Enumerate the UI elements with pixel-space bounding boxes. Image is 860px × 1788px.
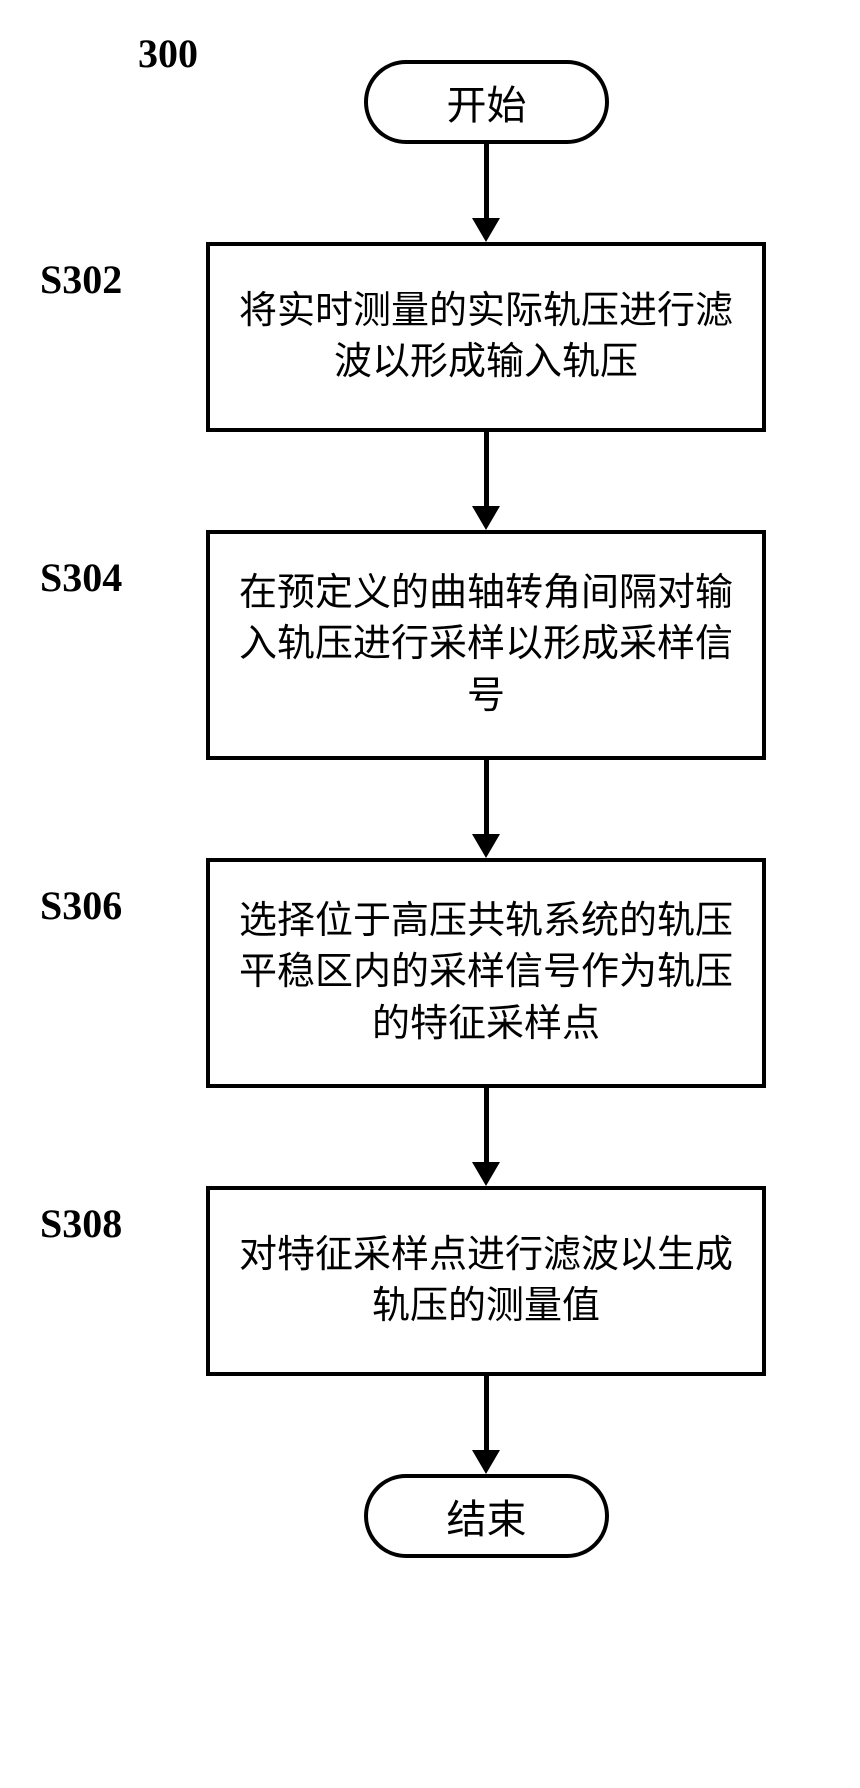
process-s304-text: 在预定义的曲轴转角间隔对输入轨压进行采样以形成采样信号 xyxy=(230,568,742,722)
arrow-head xyxy=(472,1450,500,1474)
arrow-head xyxy=(472,506,500,530)
step-label-s308: S308 xyxy=(40,1200,122,1247)
arrow-line xyxy=(484,760,489,834)
process-s308-text: 对特征采样点进行滤波以生成轨压的测量值 xyxy=(230,1230,742,1333)
terminator-end: 结束 xyxy=(364,1474,609,1558)
process-s302: 将实时测量的实际轨压进行滤波以形成输入轨压 xyxy=(206,242,766,432)
arrow-line xyxy=(484,432,489,506)
arrow-line xyxy=(484,144,489,218)
step-label-s306: S306 xyxy=(40,882,122,929)
process-s306-text: 选择位于高压共轨系统的轨压平稳区内的采样信号作为轨压的特征采样点 xyxy=(230,896,742,1050)
terminator-end-text: 结束 xyxy=(447,1487,527,1545)
process-s304: 在预定义的曲轴转角间隔对输入轨压进行采样以形成采样信号 xyxy=(206,530,766,760)
step-label-s304: S304 xyxy=(40,554,122,601)
arrow-line xyxy=(484,1088,489,1162)
figure-number: 300 xyxy=(138,30,198,77)
process-s302-text: 将实时测量的实际轨压进行滤波以形成输入轨压 xyxy=(230,286,742,389)
arrow-head xyxy=(472,834,500,858)
arrow-head xyxy=(472,1162,500,1186)
terminator-start: 开始 xyxy=(364,60,609,144)
process-s308: 对特征采样点进行滤波以生成轨压的测量值 xyxy=(206,1186,766,1376)
terminator-start-text: 开始 xyxy=(447,73,527,131)
step-label-s302: S302 xyxy=(40,256,122,303)
arrow-line xyxy=(484,1376,489,1450)
process-s306: 选择位于高压共轨系统的轨压平稳区内的采样信号作为轨压的特征采样点 xyxy=(206,858,766,1088)
arrow-head xyxy=(472,218,500,242)
